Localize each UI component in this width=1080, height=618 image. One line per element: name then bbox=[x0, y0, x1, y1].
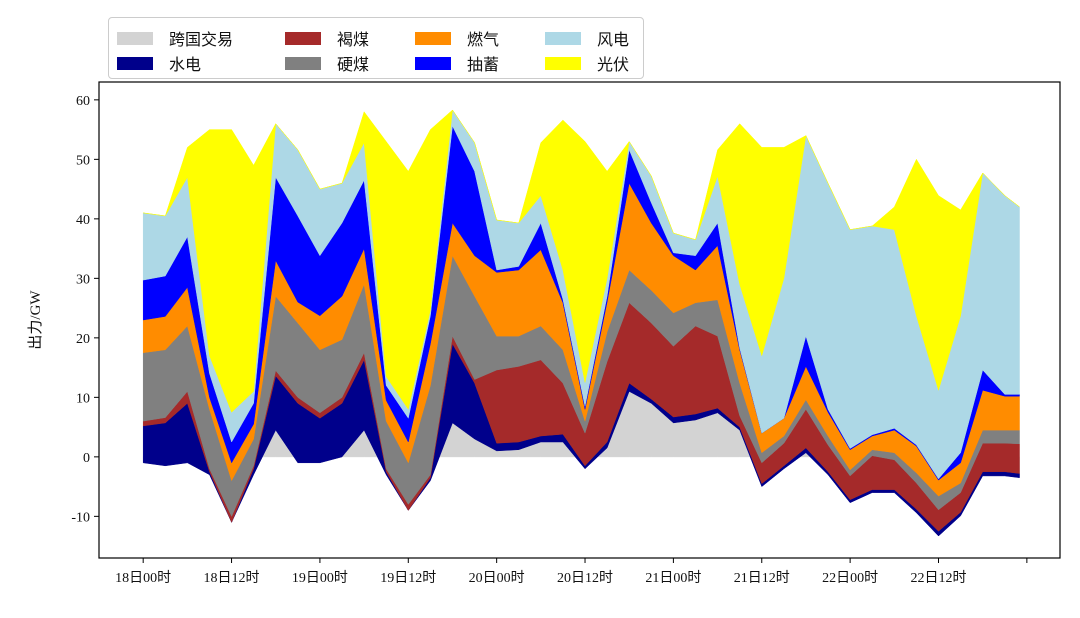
legend-label: 燃气 bbox=[467, 32, 500, 49]
legend-swatch bbox=[415, 56, 451, 70]
y-tick-label: 10 bbox=[76, 391, 90, 406]
y-tick-label: 40 bbox=[76, 213, 90, 228]
area-layer-7 bbox=[143, 109, 1020, 413]
legend-item: 风电 bbox=[545, 28, 630, 49]
legend-label: 风电 bbox=[597, 32, 630, 49]
legend-label: 硬煤 bbox=[337, 57, 370, 74]
x-tick-label: 22日12时 bbox=[910, 570, 966, 586]
legend-item: 跨国交易 bbox=[117, 28, 234, 49]
x-tick-label: 21日12时 bbox=[734, 570, 790, 586]
legend-item: 褐煤 bbox=[285, 28, 370, 49]
legend-item: 抽蓄 bbox=[415, 53, 500, 74]
plot-frame bbox=[98, 81, 1061, 559]
y-tick-label: 60 bbox=[76, 94, 90, 109]
legend-swatch bbox=[545, 56, 581, 70]
legend-swatch bbox=[285, 56, 321, 70]
x-tick-label: 18日00时 bbox=[115, 570, 171, 586]
y-tick-label: 30 bbox=[76, 272, 90, 287]
legend-item: 燃气 bbox=[415, 28, 500, 49]
y-axis: -10 0 10 20 30 40 50 60 bbox=[71, 94, 99, 525]
legend-item: 光伏 bbox=[545, 53, 630, 74]
legend: 跨国交易水电 褐煤硬煤 燃气抽蓄 风电光伏 bbox=[108, 17, 644, 79]
legend-swatch bbox=[117, 56, 153, 70]
x-tick-label: 20日12时 bbox=[557, 570, 613, 586]
legend-label: 褐煤 bbox=[337, 32, 370, 49]
x-tick-label: 19日12时 bbox=[380, 570, 436, 586]
legend-label: 跨国交易 bbox=[169, 32, 234, 49]
legend-item: 硬煤 bbox=[285, 53, 370, 74]
y-tick-label: 50 bbox=[76, 153, 90, 168]
legend-label: 光伏 bbox=[597, 57, 630, 74]
x-tick-label: 21日00时 bbox=[645, 570, 701, 586]
x-tick-label: 20日00时 bbox=[469, 570, 525, 586]
x-tick-label: 19日00时 bbox=[292, 570, 348, 586]
y-tick-label: 20 bbox=[76, 332, 90, 347]
legend-swatch bbox=[545, 31, 581, 45]
legend-swatch bbox=[415, 31, 451, 45]
legend-label: 抽蓄 bbox=[467, 57, 500, 74]
area-layers bbox=[142, 109, 1020, 537]
x-axis: 18日00时 18日12时 19日00时 19日12时 20日00时 20日12时 21日0… bbox=[115, 558, 1028, 586]
legend-label: 水电 bbox=[169, 57, 202, 74]
y-axis-label: 出力/GW bbox=[27, 290, 44, 350]
y-tick-label: -10 bbox=[71, 510, 90, 525]
legend-swatch bbox=[285, 31, 321, 45]
y-tick-label: 0 bbox=[83, 451, 90, 466]
x-tick-label: 22日00时 bbox=[822, 570, 878, 586]
legend-swatch bbox=[117, 31, 153, 45]
x-tick-label: 18日12时 bbox=[204, 570, 260, 586]
legend-item: 水电 bbox=[117, 53, 202, 74]
